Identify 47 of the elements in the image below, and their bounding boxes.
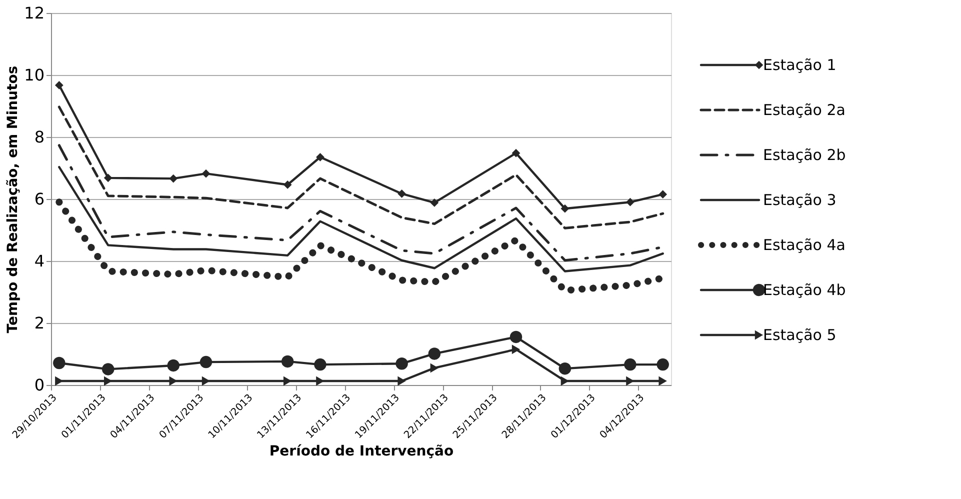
point	[169, 376, 178, 386]
legend-label: Estação 1	[763, 56, 836, 74]
point	[560, 204, 570, 213]
point	[512, 148, 520, 158]
point	[656, 358, 669, 371]
point	[396, 358, 408, 370]
point	[167, 359, 180, 372]
point	[102, 363, 114, 376]
point	[54, 81, 64, 90]
y-tick-label: 2	[34, 314, 44, 332]
point	[283, 180, 292, 189]
point	[430, 198, 439, 207]
y-tick-label: 10	[24, 66, 44, 84]
line-series	[58, 106, 664, 230]
legend-label: Estação 4b	[763, 281, 846, 299]
point	[200, 356, 212, 368]
point	[428, 348, 441, 360]
line-series	[58, 166, 664, 272]
point	[558, 362, 572, 375]
y-tick-label: 6	[34, 190, 44, 208]
point	[169, 174, 178, 183]
point	[398, 376, 406, 386]
point	[430, 363, 439, 373]
legend-label: Estação 3	[763, 191, 836, 209]
legend-label: Estação 5	[763, 326, 836, 344]
x-axis-title: Período de Intervenção	[269, 443, 454, 460]
legend-label: Estação 2a	[763, 101, 846, 119]
y-tick-label: 4	[34, 252, 44, 270]
point	[316, 152, 324, 162]
legend-label: Estação 4a	[763, 236, 846, 254]
point	[104, 174, 112, 182]
y-tick-label: 8	[34, 128, 44, 146]
point	[510, 330, 522, 344]
point	[658, 376, 667, 386]
y-axis-title: Tempo de Realização, em Minutos	[5, 66, 22, 334]
y-tick-label: 12	[24, 4, 44, 22]
point	[512, 344, 520, 354]
point	[202, 169, 210, 178]
legend-label: Estação 2b	[763, 146, 846, 164]
point	[314, 358, 326, 371]
point	[398, 190, 406, 198]
point	[658, 190, 668, 199]
point	[624, 358, 636, 371]
point	[626, 198, 634, 206]
y-tick-label: 0	[34, 376, 44, 394]
point	[53, 356, 66, 370]
point	[281, 355, 294, 368]
